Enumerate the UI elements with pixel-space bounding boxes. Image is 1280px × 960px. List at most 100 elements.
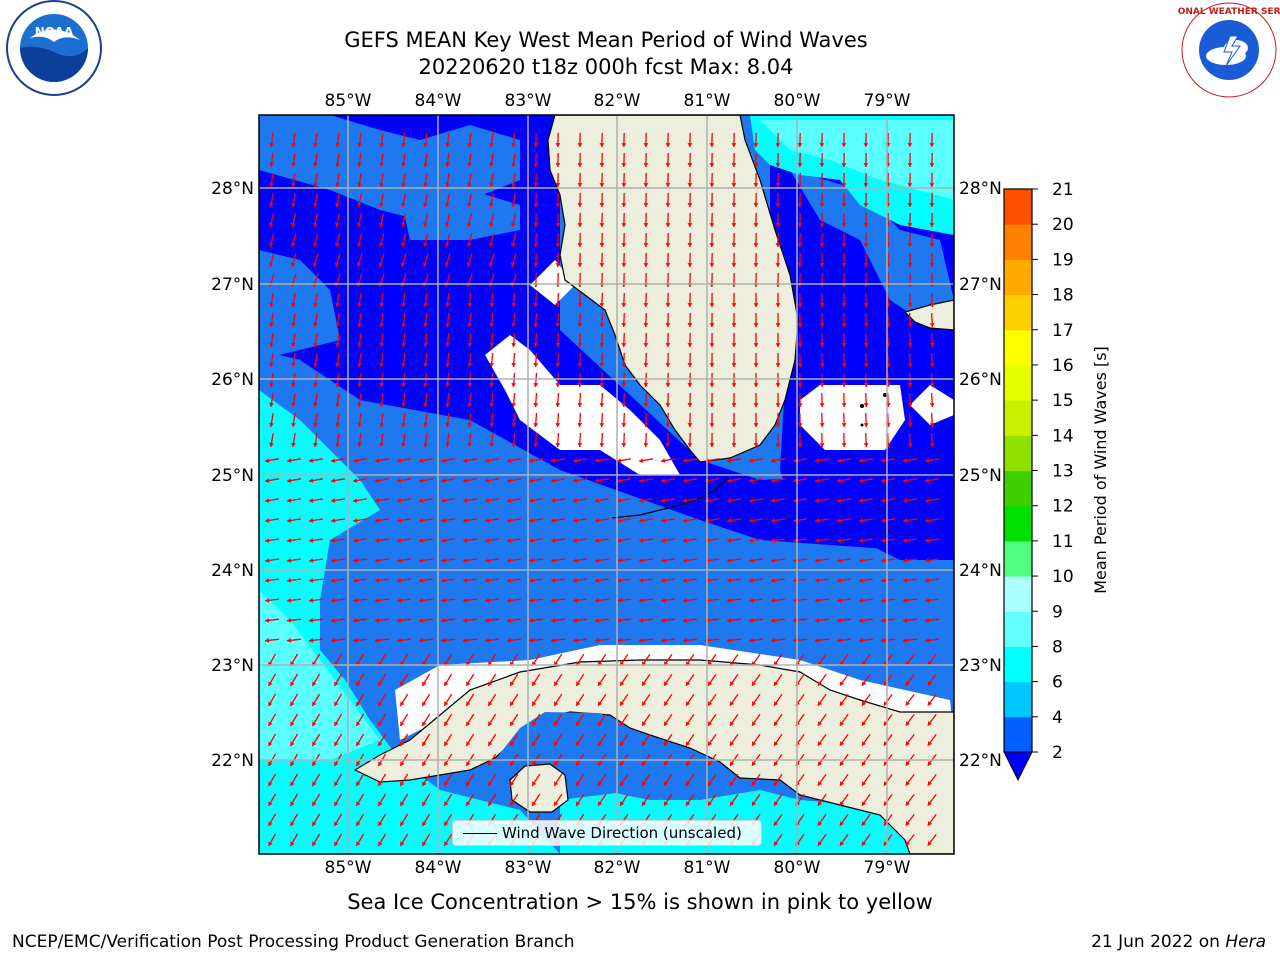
lat-label-right: 22°N bbox=[959, 751, 1002, 771]
wave-arrow-head bbox=[817, 781, 823, 786]
wave-arrow-head bbox=[661, 598, 666, 603]
wave-arrow-head bbox=[555, 403, 561, 407]
wave-arrow-head bbox=[709, 183, 715, 187]
wave-arrow-head bbox=[859, 498, 864, 503]
wave-arrow-head bbox=[331, 518, 336, 523]
lat-label-left: 24°N bbox=[211, 561, 254, 581]
lon-label-top: 85°W bbox=[325, 91, 372, 111]
wave-arrow-head bbox=[467, 202, 472, 207]
wave-arrow-head bbox=[401, 302, 406, 307]
wave-arrow-head bbox=[730, 781, 735, 786]
wave-arrow-head bbox=[291, 182, 296, 187]
noaa-logo-text: NOAA bbox=[35, 25, 74, 39]
wave-arrow-head bbox=[883, 821, 888, 826]
wave-arrow-head bbox=[905, 781, 910, 786]
colorbar-tick-label: 4 bbox=[1052, 708, 1063, 728]
wave-arrow-head bbox=[353, 518, 358, 523]
wave-arrow-head bbox=[312, 741, 317, 746]
wave-arrow-head bbox=[287, 538, 292, 543]
wave-arrow-head bbox=[753, 143, 759, 147]
wave-arrow-head bbox=[265, 538, 270, 543]
wave-arrow-head bbox=[817, 741, 823, 746]
wave-arrow-head bbox=[291, 162, 296, 167]
wave-arrow-head bbox=[445, 322, 450, 327]
wave-arrow-head bbox=[929, 143, 935, 147]
wave-arrow-head bbox=[422, 801, 427, 806]
wave-arrow-head bbox=[749, 598, 754, 603]
wave-arrow-head bbox=[489, 363, 495, 367]
wave-arrow-head bbox=[621, 163, 627, 167]
wave-arrow-head bbox=[511, 343, 517, 347]
wave-arrow-head bbox=[793, 518, 798, 523]
wave-arrow-head bbox=[573, 638, 578, 643]
wave-arrow-head bbox=[881, 538, 886, 543]
wave-arrow-head bbox=[749, 458, 754, 463]
wave-arrow-head bbox=[357, 382, 362, 387]
wave-arrow-head bbox=[687, 183, 693, 187]
wave-arrow-head bbox=[422, 701, 427, 706]
wave-arrow-head bbox=[861, 761, 867, 766]
wave-arrow-head bbox=[817, 701, 823, 706]
wave-arrow-head bbox=[621, 323, 627, 327]
wave-arrow-head bbox=[529, 578, 534, 583]
wave-arrow-head bbox=[907, 403, 913, 407]
wave-arrow-head bbox=[863, 243, 869, 247]
wave-arrow-head bbox=[774, 721, 779, 726]
wave-arrow-head bbox=[927, 701, 932, 706]
wave-arrow-head bbox=[463, 578, 468, 583]
wave-arrow-head bbox=[353, 598, 358, 603]
wave-arrow-head bbox=[441, 598, 446, 603]
wave-arrow-head bbox=[331, 498, 336, 503]
wave-arrow-head bbox=[357, 162, 362, 167]
wave-arrow-head bbox=[797, 243, 803, 247]
wave-arrow-head bbox=[793, 498, 798, 503]
map-plot-area bbox=[259, 115, 954, 854]
wave-arrow-head bbox=[375, 598, 380, 603]
wave-arrow-head bbox=[599, 143, 605, 147]
wave-arrow-head bbox=[510, 242, 516, 247]
wave-arrow-head bbox=[290, 781, 295, 786]
wave-arrow-head bbox=[287, 518, 292, 523]
wave-arrow-head bbox=[268, 801, 273, 807]
wave-arrow-head bbox=[595, 538, 600, 543]
wave-arrow-head bbox=[419, 538, 424, 543]
wave-arrow-head bbox=[290, 262, 296, 267]
wave-arrow-head bbox=[466, 741, 471, 746]
wave-arrow-head bbox=[334, 701, 339, 706]
lat-label-left: 23°N bbox=[211, 656, 254, 676]
wave-arrow-head bbox=[841, 403, 847, 407]
wave-arrow-head bbox=[907, 263, 913, 267]
wave-arrow-head bbox=[643, 323, 649, 327]
wave-arrow-head bbox=[555, 363, 561, 367]
wave-arrow-head bbox=[356, 721, 361, 726]
wave-arrow-head bbox=[664, 801, 669, 806]
wave-arrow-head bbox=[665, 383, 671, 387]
wave-arrow-head bbox=[312, 781, 317, 786]
wave-arrow-head bbox=[555, 183, 561, 187]
wave-arrow-head bbox=[397, 638, 402, 643]
wave-arrow-head bbox=[643, 443, 649, 447]
wave-arrow-head bbox=[686, 721, 691, 726]
wave-arrow-head bbox=[683, 618, 688, 623]
wave-arrow-head bbox=[665, 323, 671, 327]
wave-arrow-head bbox=[485, 458, 490, 463]
island-dot-2 bbox=[883, 393, 887, 397]
wave-arrow-head bbox=[401, 442, 406, 447]
wave-arrow-head bbox=[313, 422, 318, 427]
wave-arrow-head bbox=[819, 303, 825, 307]
wave-arrow-head bbox=[401, 342, 406, 347]
wave-arrow-head bbox=[397, 498, 402, 503]
wave-arrow-head bbox=[881, 498, 886, 503]
wave-arrow-head bbox=[708, 681, 713, 686]
wave-arrow-head bbox=[925, 518, 930, 523]
wave-arrow-head bbox=[708, 721, 713, 726]
wave-arrow-head bbox=[309, 518, 314, 523]
wave-arrow-head bbox=[709, 163, 715, 167]
wave-arrow-head bbox=[621, 363, 627, 367]
wave-arrow-head bbox=[577, 343, 583, 347]
wave-arrow-head bbox=[621, 223, 627, 227]
wave-arrow-head bbox=[532, 681, 537, 686]
wave-arrow-head bbox=[752, 741, 757, 746]
wave-arrow-head bbox=[287, 638, 292, 643]
wave-arrow-head bbox=[445, 402, 450, 407]
